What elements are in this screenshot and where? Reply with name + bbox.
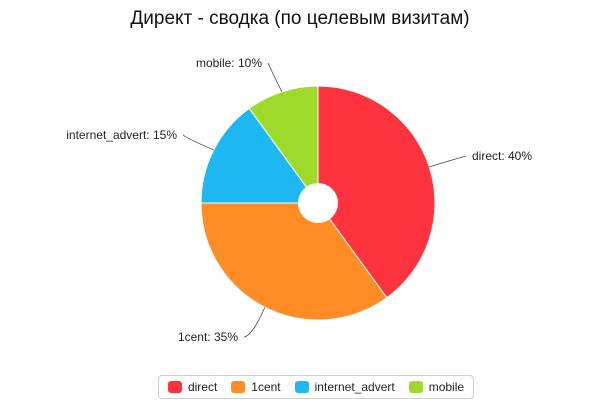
slice-label-1cent: 1cent: 35%	[178, 330, 238, 344]
slice-label-direct: direct: 40%	[472, 149, 532, 163]
pie-slice-1cent[interactable]	[200, 202, 388, 321]
donut-hole	[298, 183, 338, 223]
chart-title: Директ - сводка (по целевым визитам)	[130, 8, 470, 29]
legend-swatch-internet-advert	[294, 381, 309, 393]
legend-swatch-mobile	[408, 381, 423, 393]
legend-label-1cent: 1cent	[251, 380, 281, 394]
legend-swatch-direct	[167, 381, 182, 393]
legend: direct 1cent internet_advert mobile	[158, 375, 474, 399]
connector-mobile	[267, 62, 283, 92]
legend-label-internet-advert: internet_advert	[314, 380, 395, 394]
legend-label-direct: direct	[187, 380, 218, 394]
connector-internet-advert	[182, 134, 214, 151]
connector-direct	[429, 155, 467, 168]
pie-slice-internet-advert[interactable]	[200, 107, 319, 204]
slice-label-mobile: mobile: 10%	[196, 56, 262, 70]
pie-slice-direct[interactable]	[317, 85, 436, 299]
legend-item-internet-advert[interactable]: internet_advert	[294, 380, 395, 394]
legend-item-direct[interactable]: direct	[167, 380, 218, 394]
legend-swatch-1cent	[231, 381, 246, 393]
legend-item-1cent[interactable]: 1cent	[231, 380, 281, 394]
slice-label-internet-advert: internet_advert: 15%	[66, 128, 177, 142]
legend-label-mobile: mobile	[428, 380, 465, 394]
legend-item-mobile[interactable]: mobile	[408, 380, 465, 394]
pie-slice-mobile[interactable]	[248, 85, 319, 205]
connector-1cent	[243, 307, 266, 338]
